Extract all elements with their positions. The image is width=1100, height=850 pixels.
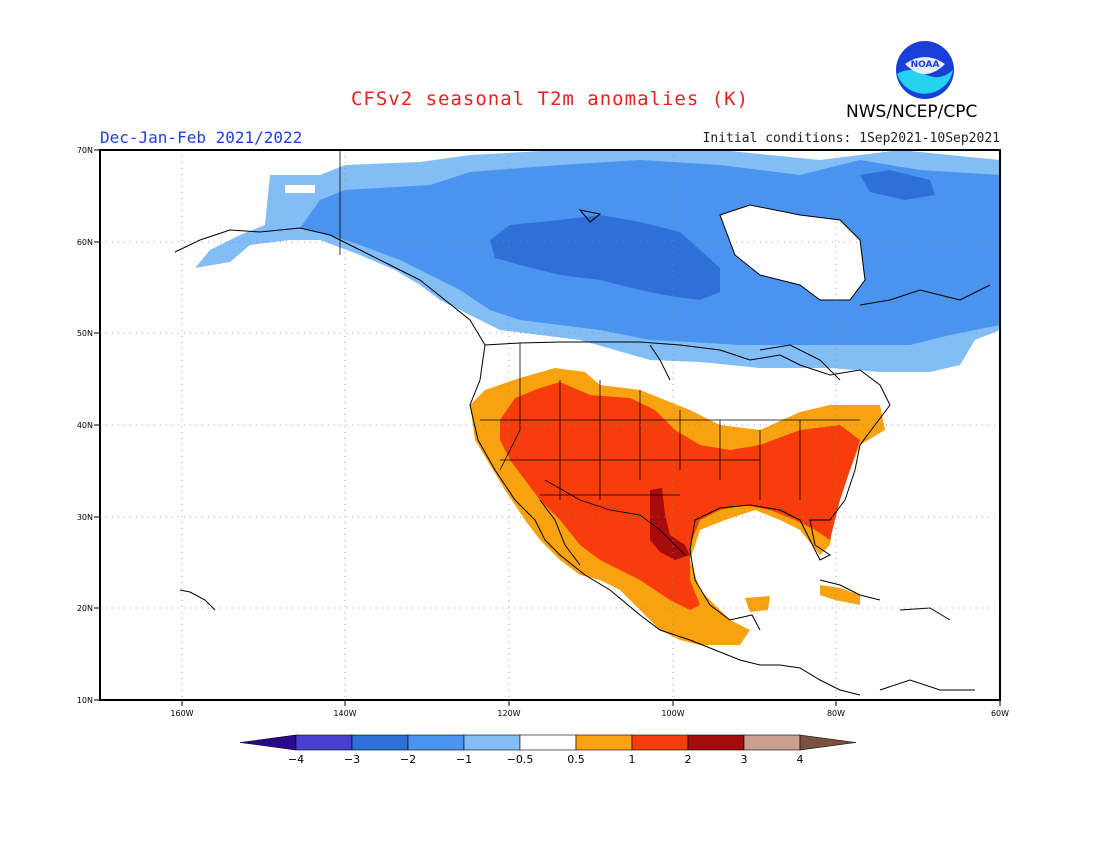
anomaly-fields	[195, 150, 1000, 645]
warm-anomaly-dark	[650, 488, 690, 560]
lat-label: 30N	[77, 513, 93, 522]
lon-label: 80W	[827, 709, 845, 718]
latitude-labels: 70N 60N 50N 40N 30N 20N 10N	[77, 146, 93, 705]
colorbar-segment	[351, 734, 409, 751]
colorbar-label: 0.5	[567, 753, 585, 766]
cold-anomaly-dark	[490, 215, 720, 300]
noaa-logo-text: NOAA	[911, 60, 940, 70]
lon-label: 120W	[497, 709, 520, 718]
lat-label: 70N	[77, 146, 93, 155]
longitude-labels: 160W 140W 120W 100W 80W 60W	[170, 709, 1009, 718]
colorbar-label: −4	[288, 753, 304, 766]
lon-label: 100W	[661, 709, 684, 718]
lat-label: 40N	[77, 421, 93, 430]
colorbar-segment	[799, 734, 857, 751]
colorbar-label: −3	[344, 753, 360, 766]
colorbar-label: −2	[400, 753, 416, 766]
lat-label: 20N	[77, 604, 93, 613]
lon-label: 160W	[170, 709, 193, 718]
colorbar-segment	[239, 734, 297, 751]
graticule	[100, 150, 1000, 700]
agency-label: NWS/NCEP/CPC	[846, 102, 978, 122]
colorbar-segment	[687, 734, 745, 751]
colorbar-label: 3	[741, 753, 748, 766]
colorbar-segment	[743, 734, 801, 751]
colorbar-segment	[295, 734, 353, 751]
lat-label: 10N	[77, 696, 93, 705]
chart-title: CFSv2 seasonal T2m anomalies (K)	[350, 88, 750, 110]
political-borders	[339, 150, 860, 556]
colorbar-segment	[519, 734, 577, 751]
lon-label: 140W	[333, 709, 356, 718]
colorbar-segment	[631, 734, 689, 751]
warm-anomaly-medium	[500, 382, 860, 610]
colorbar-segment	[575, 734, 633, 751]
lat-label: 50N	[77, 329, 93, 338]
noaa-logo-icon: NOAA	[896, 41, 954, 99]
colorbar: −4 −3 −2 −1 −0.5 0.5 1 2 3 4	[239, 734, 857, 766]
colorbar-label: 2	[685, 753, 692, 766]
season-label: Dec-Jan-Feb 2021/2022	[100, 128, 303, 147]
colorbar-label: 1	[629, 753, 636, 766]
colorbar-segment	[407, 734, 465, 751]
initial-conditions-label: Initial conditions: 1Sep2021-10Sep2021	[702, 131, 1000, 146]
coastlines	[174, 204, 991, 696]
colorbar-label: −0.5	[507, 753, 534, 766]
lat-label: 60N	[77, 238, 93, 247]
colorbar-label: −1	[456, 753, 472, 766]
colorbar-segment	[463, 734, 521, 751]
lon-label: 60W	[991, 709, 1009, 718]
colorbar-label: 4	[797, 753, 804, 766]
